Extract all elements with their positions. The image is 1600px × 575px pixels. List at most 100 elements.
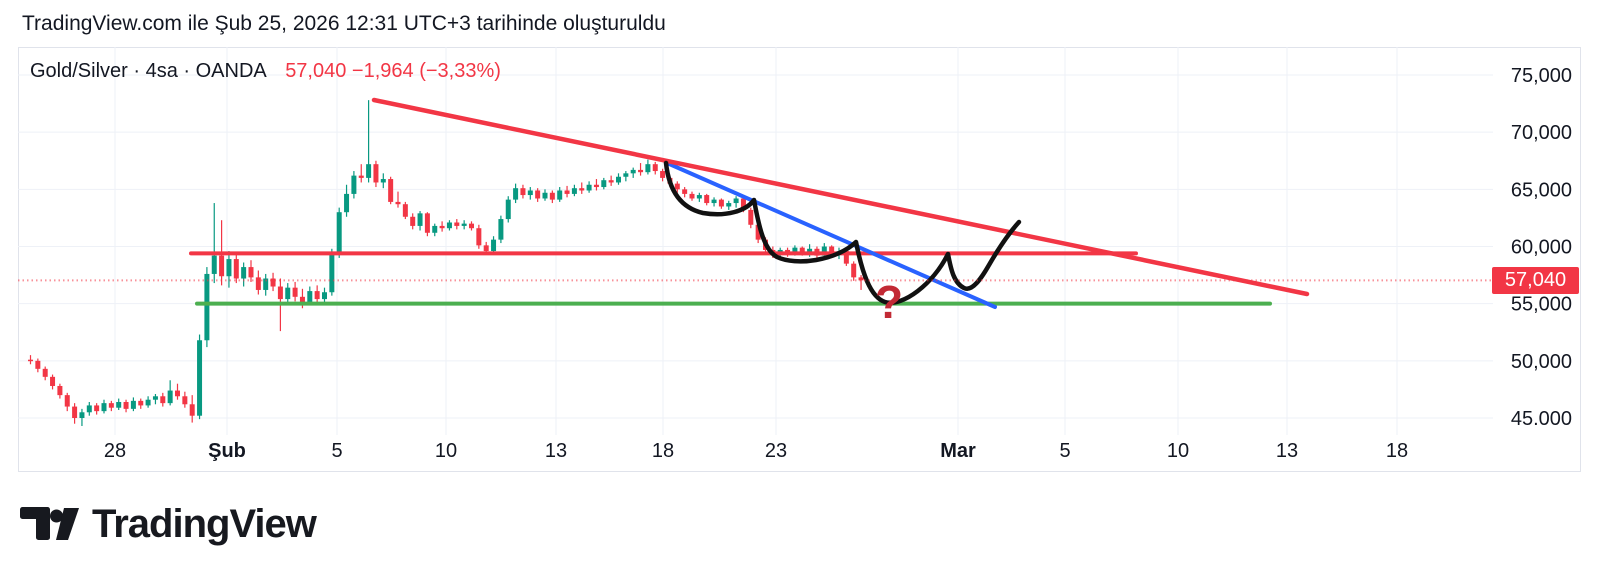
candle-body — [505, 199, 511, 220]
candle-body — [549, 192, 555, 200]
candle-body — [601, 180, 607, 188]
candle-body — [424, 213, 430, 233]
candle-body — [454, 222, 460, 226]
candle-body — [28, 359, 33, 362]
candle-body — [152, 396, 158, 400]
candle-body — [72, 406, 78, 418]
quote-change: 57,040 −1,964 (−3,33%) — [285, 60, 501, 82]
candle-body — [167, 390, 173, 404]
candle-body — [483, 245, 489, 252]
candle-body — [373, 164, 379, 183]
candle-body — [211, 255, 217, 274]
candle-body — [476, 228, 482, 246]
candle-body — [755, 224, 761, 240]
candle-body — [645, 164, 651, 173]
tradingview-logo-icon — [20, 507, 79, 540]
candle-body — [64, 395, 70, 407]
x-axis-label: 18 — [652, 440, 674, 462]
candle-body — [498, 219, 504, 240]
candle-body — [579, 188, 585, 191]
candle-body — [219, 255, 225, 277]
candle-body — [740, 198, 746, 210]
candle-body — [638, 169, 644, 173]
candle-body — [520, 188, 526, 196]
candle-body — [336, 212, 342, 254]
candle-body — [197, 340, 203, 416]
candle-body — [564, 190, 570, 194]
candle-body — [799, 247, 805, 254]
candle-body — [292, 287, 298, 297]
candle-body — [652, 164, 658, 172]
candle-body — [226, 259, 232, 277]
x-axis-label: 23 — [765, 440, 787, 462]
price-badge: 57,040 — [1492, 267, 1579, 294]
candle-body — [446, 222, 452, 229]
candle-body — [557, 190, 563, 200]
candle-body — [858, 277, 864, 281]
descending-trendline[interactable] — [371, 97, 1310, 297]
candle-body — [821, 246, 827, 256]
candle-body — [79, 412, 85, 418]
candle-body — [277, 286, 283, 300]
y-axis-label: 50,000 — [1511, 351, 1572, 373]
candle-body — [402, 204, 408, 217]
symbol-info[interactable]: Gold/Silver · 4sa · OANDA — [30, 60, 266, 82]
candle-body — [388, 179, 394, 202]
y-axis-label: 55,000 — [1511, 294, 1572, 316]
candle-body — [108, 403, 114, 408]
candle-body — [395, 201, 401, 205]
candle-body — [42, 368, 48, 377]
candle-body — [299, 296, 305, 303]
candle-body — [351, 175, 357, 194]
candle-body — [748, 209, 754, 225]
candle-body — [469, 223, 474, 229]
candle-body — [491, 239, 497, 252]
candle-body — [704, 195, 710, 204]
x-axis-label: Mar — [940, 440, 976, 462]
candle-body — [630, 169, 636, 174]
x-axis-label: 28 — [104, 440, 126, 462]
x-axis-label: Şub — [208, 440, 246, 462]
candle-body — [116, 401, 122, 408]
question-mark-annotation[interactable]: ? — [875, 276, 903, 328]
candle-body — [513, 188, 519, 200]
candle-body — [329, 253, 335, 293]
candle-body — [851, 263, 857, 278]
candle-body — [417, 213, 423, 226]
candle-body — [270, 278, 276, 287]
candle-body — [843, 251, 849, 264]
candle-body — [182, 396, 188, 405]
candle-body — [57, 385, 63, 396]
candle-body — [101, 403, 107, 412]
x-axis-label: 5 — [331, 440, 342, 462]
tradingview-logo[interactable]: TradingView — [20, 501, 317, 547]
candle-body — [241, 267, 247, 279]
candle-body — [674, 183, 680, 190]
blue-trendline[interactable] — [665, 161, 997, 309]
candle-body — [255, 277, 261, 290]
candle-body — [682, 189, 688, 194]
y-axis-label: 70,000 — [1511, 122, 1572, 144]
candle-body — [608, 180, 614, 183]
attribution-text: TradingView.com ile Şub 25, 2026 12:31 U… — [22, 12, 666, 35]
price-badge-value: 57,040 — [1504, 269, 1567, 291]
candle-body — [527, 190, 533, 196]
x-axis-label: 10 — [435, 440, 457, 462]
candle-body — [35, 360, 41, 369]
candle-body — [432, 225, 438, 233]
candle-body — [366, 164, 372, 178]
candle-body — [263, 278, 269, 290]
candle-body — [696, 195, 702, 199]
candle-body — [380, 179, 386, 183]
candle-body — [807, 248, 813, 254]
candle-body — [123, 401, 129, 409]
y-axis-label: 65,000 — [1511, 179, 1572, 201]
candle-body — [358, 175, 364, 178]
candle-body — [792, 247, 798, 255]
y-axis-label: 60,000 — [1511, 237, 1572, 259]
scallop-annotation[interactable] — [663, 160, 1022, 305]
candle-body — [204, 273, 210, 341]
candle-body — [439, 225, 445, 229]
